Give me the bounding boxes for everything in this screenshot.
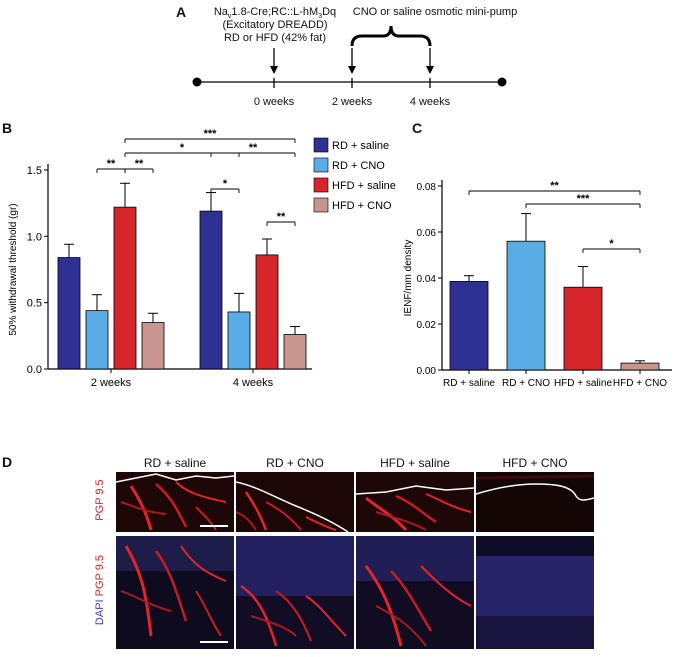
chart-b-bar	[85, 310, 109, 370]
chart-c-sig-label: *	[609, 238, 614, 250]
column-title-rd-cno: RD + CNO	[266, 456, 324, 470]
chart-c-bar	[449, 281, 489, 371]
chart-b-ytick-label: 0.0	[27, 364, 42, 376]
chart-b-legend-swatch	[313, 177, 329, 193]
pump-text: CNO or saline osmotic mini-pump	[352, 6, 518, 18]
chart-b-sig-label: ***	[204, 128, 218, 140]
chart-b-xtick-label: 4 weeks	[233, 377, 274, 389]
micrograph-rd-saline-merge	[116, 536, 234, 649]
chart-c-ytick-label: 0.06	[417, 228, 437, 239]
micrograph-hfd-saline-pgp	[356, 472, 474, 532]
chart-b-bar	[57, 257, 81, 370]
panel-d-letter: D	[2, 454, 13, 470]
column-title-hfd-saline: HFD + saline	[380, 456, 450, 470]
chart-c-bar	[506, 240, 546, 371]
timeline-label-2w: 2 weeks	[331, 96, 373, 108]
timeline-start-dot	[192, 77, 202, 87]
micrograph-hfd-cno-pgp	[476, 472, 594, 532]
chart-b: 0.0 0.5 1.0 1.5 50% withdrawal threshold (gr…	[8, 128, 396, 389]
chart-b-sig-label: *	[180, 142, 185, 154]
timeline-label-4w: 4 weeks	[409, 96, 451, 108]
pump-brace	[350, 25, 432, 47]
chart-b-sig-label: **	[107, 158, 116, 170]
chart-b-legend-label: RD + CNO	[332, 160, 385, 172]
panel-c-letter: C	[412, 120, 423, 136]
chart-c-ytick-label: 0.00	[417, 366, 437, 377]
row1-label: PGP 9.5	[94, 479, 106, 521]
micrograph-rd-cno-pgp	[236, 472, 354, 532]
chart-c-xtick-label: HFD + saline	[554, 378, 613, 389]
chart-c-sig-label: ***	[577, 193, 591, 205]
column-title-hfd-cno: HFD + CNO	[502, 456, 568, 470]
micrograph-rd-saline-pgp	[116, 472, 234, 532]
chart-c-xtick-label: RD + saline	[443, 378, 495, 389]
dreadd-text: (Excitatory DREADD)	[222, 19, 328, 31]
chart-c-sig-label: **	[550, 180, 559, 192]
chart-b-bar	[227, 311, 251, 370]
chart-c-xtick-label: RD + CNO	[502, 378, 550, 389]
chart-b-bar	[255, 254, 279, 370]
chart-c-ytick-label: 0.02	[417, 320, 437, 331]
micrograph-hfd-cno-merge	[476, 536, 594, 649]
chart-b-ytick-label: 1.5	[27, 165, 42, 177]
chart-b-bar	[283, 334, 307, 370]
chart-b-bar	[199, 210, 223, 370]
chart-b-bar	[141, 322, 165, 370]
chart-c-xtick-label: HFD + CNO	[613, 378, 667, 389]
row2-label: DAPI PGP 9.5	[94, 554, 106, 626]
micrograph-hfd-saline-merge	[356, 536, 474, 649]
micrograph-rd-cno-merge	[236, 536, 354, 649]
chart-c-ytick-label: 0.08	[417, 182, 437, 193]
timeline-end-dot	[497, 77, 507, 87]
timeline-label-0w: 0 weeks	[253, 96, 295, 108]
diet-text: RD or HFD (42% fat)	[223, 32, 327, 44]
chart-b-legend-swatch	[313, 137, 329, 153]
chart-b-sig-label: **	[249, 142, 258, 154]
chart-c-ylabel: IENF/mm density	[403, 240, 414, 317]
chart-b-ylabel: 50% withdrawal threshold (gr)	[8, 203, 19, 335]
chart-b-legend-label: RD + saline	[332, 140, 389, 152]
panel-b-letter: B	[2, 120, 13, 136]
chart-b-legend-swatch	[313, 157, 329, 173]
genotype-text: Nav1.8-Cre;RC::L-hM3Dq	[213, 6, 337, 21]
column-title-rd-saline: RD + saline	[143, 456, 207, 470]
chart-b-legend-label: HFD + saline	[332, 180, 396, 192]
chart-b-legend-label: HFD + CNO	[332, 200, 392, 212]
chart-c-bar	[563, 286, 603, 371]
chart-b-bar	[113, 206, 137, 370]
chart-b-xtick-label: 2 weeks	[91, 377, 132, 389]
chart-b-sig-label: **	[277, 211, 286, 223]
chart-b-ytick-label: 0.5	[27, 298, 42, 310]
timeline-diagram	[192, 25, 507, 88]
chart-b-legend-swatch	[313, 197, 329, 213]
chart-b-ytick-label: 1.0	[27, 231, 42, 243]
chart-c-bar	[620, 362, 660, 371]
panel-a-letter: A	[176, 4, 187, 20]
chart-b-sig-label: *	[223, 178, 228, 190]
chart-b-sig-label: **	[135, 158, 144, 170]
chart-c-ytick-label: 0.04	[417, 274, 437, 285]
chart-c: 0.00 0.02 0.04 0.06 0.08 IENF/mm density RD + …	[403, 180, 672, 389]
